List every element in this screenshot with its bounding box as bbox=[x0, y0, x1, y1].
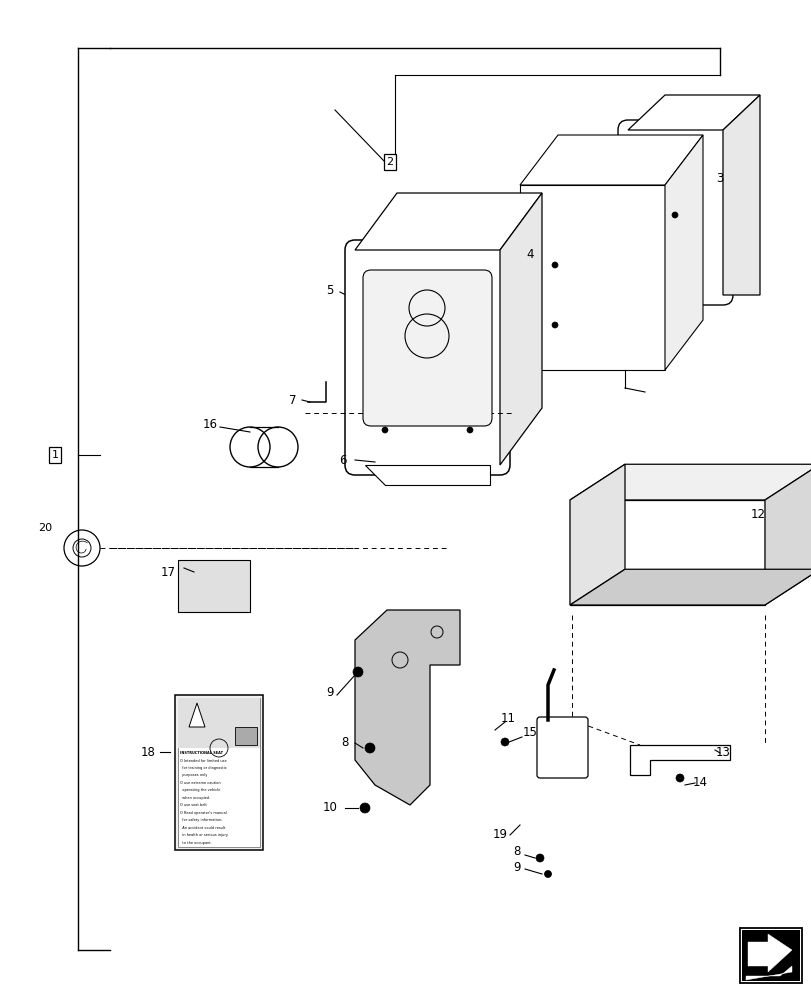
Polygon shape bbox=[569, 464, 811, 500]
Text: in health or serious injury: in health or serious injury bbox=[180, 833, 228, 837]
Polygon shape bbox=[519, 135, 702, 185]
Text: 14: 14 bbox=[692, 776, 706, 789]
Text: 4: 4 bbox=[526, 248, 533, 261]
Text: for safety information.: for safety information. bbox=[180, 818, 222, 822]
Text: An accident could result: An accident could result bbox=[180, 826, 225, 830]
Circle shape bbox=[676, 774, 683, 782]
Text: O Read operator's manual: O Read operator's manual bbox=[180, 811, 226, 815]
Circle shape bbox=[535, 854, 543, 862]
Polygon shape bbox=[569, 569, 811, 605]
Bar bbox=[178, 560, 250, 612]
Text: for training or diagnostic: for training or diagnostic bbox=[180, 766, 226, 770]
Polygon shape bbox=[569, 500, 764, 605]
Text: 13: 13 bbox=[714, 746, 730, 760]
Circle shape bbox=[551, 262, 557, 268]
Text: 10: 10 bbox=[322, 801, 337, 814]
Circle shape bbox=[544, 870, 551, 877]
Circle shape bbox=[466, 427, 473, 433]
Text: 7: 7 bbox=[289, 393, 296, 406]
Text: 8: 8 bbox=[513, 845, 520, 858]
Text: 6: 6 bbox=[339, 454, 346, 466]
Text: 19: 19 bbox=[492, 828, 507, 841]
Circle shape bbox=[353, 667, 363, 677]
Text: 18: 18 bbox=[140, 746, 155, 758]
Text: 17: 17 bbox=[161, 566, 175, 578]
Circle shape bbox=[672, 212, 677, 218]
Bar bbox=[175, 695, 263, 850]
Polygon shape bbox=[189, 703, 204, 727]
Polygon shape bbox=[629, 745, 729, 775]
Text: 2: 2 bbox=[386, 157, 393, 167]
Text: 3: 3 bbox=[715, 172, 723, 185]
Text: 9: 9 bbox=[513, 861, 520, 874]
Text: O use seat belt: O use seat belt bbox=[180, 803, 207, 807]
Bar bbox=[234, 727, 257, 745]
FancyBboxPatch shape bbox=[536, 717, 587, 778]
Circle shape bbox=[551, 322, 557, 328]
Text: 11: 11 bbox=[500, 712, 515, 724]
Text: 5: 5 bbox=[326, 284, 333, 296]
Circle shape bbox=[365, 743, 375, 753]
Text: INSTRUCTIONAL SEAT: INSTRUCTIONAL SEAT bbox=[180, 751, 223, 755]
Text: WARNING: WARNING bbox=[210, 712, 245, 718]
Polygon shape bbox=[764, 464, 811, 605]
Text: 9: 9 bbox=[326, 686, 333, 700]
Bar bbox=[741, 930, 799, 981]
Circle shape bbox=[359, 803, 370, 813]
Text: 15: 15 bbox=[522, 726, 537, 738]
Polygon shape bbox=[747, 934, 791, 972]
FancyBboxPatch shape bbox=[363, 270, 491, 426]
Polygon shape bbox=[722, 95, 759, 295]
Text: O use extreme caution: O use extreme caution bbox=[180, 781, 221, 785]
Polygon shape bbox=[354, 610, 460, 805]
Text: 20: 20 bbox=[38, 523, 52, 533]
Polygon shape bbox=[569, 464, 624, 605]
Polygon shape bbox=[500, 193, 541, 465]
Circle shape bbox=[381, 427, 388, 433]
FancyBboxPatch shape bbox=[345, 240, 509, 475]
Text: 16: 16 bbox=[202, 418, 217, 432]
Text: purposes only: purposes only bbox=[180, 773, 207, 777]
Polygon shape bbox=[519, 185, 664, 370]
Text: !: ! bbox=[195, 718, 198, 722]
Bar bbox=[739, 928, 801, 983]
Polygon shape bbox=[745, 966, 791, 980]
Text: 1: 1 bbox=[51, 450, 58, 460]
Bar bbox=[178, 698, 260, 748]
Text: to the occupant.: to the occupant. bbox=[180, 841, 212, 845]
Text: 12: 12 bbox=[749, 508, 765, 522]
FancyBboxPatch shape bbox=[617, 120, 732, 305]
Text: 8: 8 bbox=[341, 736, 348, 750]
Polygon shape bbox=[365, 465, 489, 485]
Circle shape bbox=[500, 738, 508, 746]
Bar bbox=[178, 698, 260, 847]
Polygon shape bbox=[664, 135, 702, 370]
Text: O Intended for limited use: O Intended for limited use bbox=[180, 758, 226, 762]
Polygon shape bbox=[627, 95, 759, 130]
Polygon shape bbox=[354, 193, 541, 250]
Text: when occupied.: when occupied. bbox=[180, 796, 210, 800]
Text: operating the vehicle: operating the vehicle bbox=[180, 788, 220, 792]
